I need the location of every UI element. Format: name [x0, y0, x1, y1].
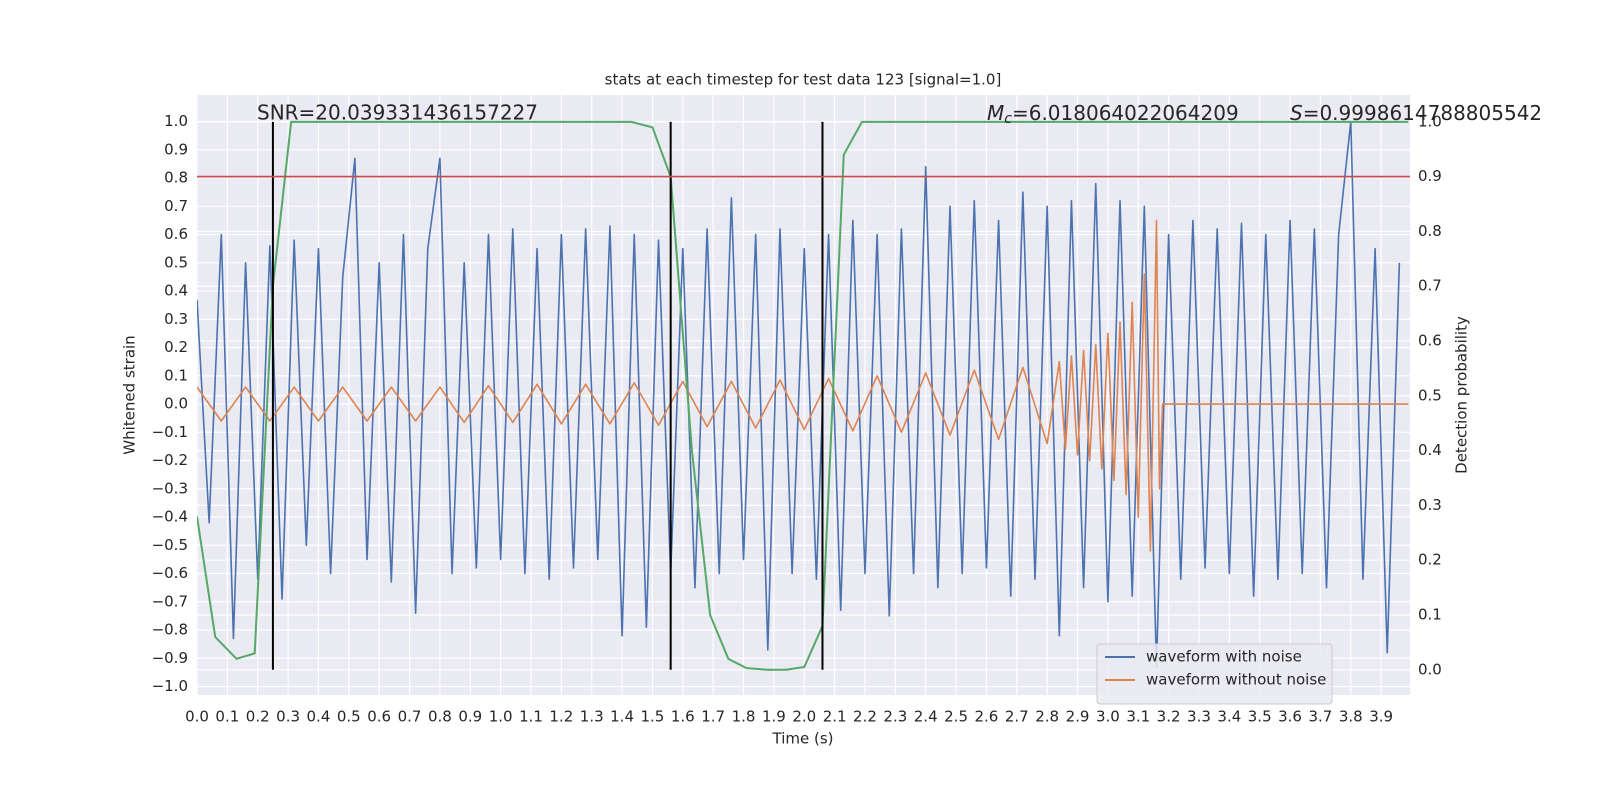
y-tick-label: 0.3 [164, 310, 188, 328]
x-tick-label: 2.5 [944, 708, 968, 726]
x-tick-label: 2.4 [914, 708, 938, 726]
y-tick-label: −0.8 [152, 621, 188, 639]
legend-box [1096, 643, 1333, 705]
y-tick-label: −0.7 [152, 592, 188, 610]
mc-subscript: c [1004, 111, 1012, 127]
y-tick-label: 0.7 [164, 197, 188, 215]
x-tick-label: 2.3 [883, 708, 907, 726]
x-tick-label: 3.2 [1157, 708, 1181, 726]
x-tick-label: 1.5 [641, 708, 665, 726]
y-tick-label: 0.2 [164, 338, 188, 356]
x-tick-label: 1.3 [580, 708, 604, 726]
chart-title: stats at each timestep for test data 123… [605, 71, 1002, 89]
x-tick-label: 2.7 [1005, 708, 1029, 726]
y-tick-label: −0.2 [152, 451, 188, 469]
y-tick-label: 0.8 [164, 169, 188, 187]
x-tick-label: 3.4 [1217, 708, 1241, 726]
y-tick-label: −0.6 [152, 564, 188, 582]
y-tick-label: 0.4 [164, 282, 188, 300]
y2-tick-label: 0.0 [1418, 660, 1442, 678]
y-tick-label: −0.3 [152, 479, 188, 497]
x-tick-label: 2.6 [975, 708, 999, 726]
x-tick-label: 2.2 [853, 708, 877, 726]
x-tick-label: 0.8 [428, 708, 452, 726]
y2-tick-label: 1.0 [1418, 112, 1442, 130]
x-tick-label: 1.0 [489, 708, 513, 726]
x-tick-label: 3.8 [1339, 708, 1363, 726]
s-annotation: S=0.9998614788805542 [1290, 101, 1542, 125]
x-tick-label: 0.5 [337, 708, 361, 726]
x-tick-label: 0.3 [276, 708, 300, 726]
series-line [197, 120, 1409, 671]
x-tick-label: 1.4 [610, 708, 634, 726]
x-tick-label: 2.8 [1035, 708, 1059, 726]
x-tick-label: 0.1 [215, 708, 239, 726]
plot-area [197, 95, 1410, 695]
y2-axis-label: Detection probability [1453, 316, 1471, 474]
x-tick-label: 2.0 [792, 708, 816, 726]
mc-value: =6.018064022064209 [1012, 101, 1239, 125]
x-tick-label: 3.5 [1248, 708, 1272, 726]
x-tick-label: 2.9 [1066, 708, 1090, 726]
y-tick-label: 0.1 [164, 366, 188, 384]
x-tick-label: 0.0 [185, 708, 209, 726]
y-tick-label: −0.1 [152, 423, 188, 441]
x-tick-label: 1.6 [671, 708, 695, 726]
legend-label: waveform with noise [1146, 648, 1302, 666]
y-tick-label: 1.0 [164, 112, 188, 130]
y-axis-label: Whitened strain [121, 335, 139, 454]
x-tick-label: 0.6 [367, 708, 391, 726]
series-line [197, 219, 1409, 552]
y-tick-label: −1.0 [152, 677, 188, 695]
x-tick-label: 0.9 [458, 708, 482, 726]
mc-symbol: M [987, 101, 1004, 125]
y2-tick-label: 0.8 [1418, 222, 1442, 240]
y2-tick-label: 0.1 [1418, 606, 1442, 624]
y-tick-label: 0.0 [164, 395, 188, 413]
x-tick-label: 0.4 [307, 708, 331, 726]
x-tick-label: 3.3 [1187, 708, 1211, 726]
x-tick-label: 1.1 [519, 708, 543, 726]
x-tick-label: 1.7 [701, 708, 725, 726]
x-tick-label: 1.2 [549, 708, 573, 726]
y-tick-label: −0.9 [152, 649, 188, 667]
y-tick-label: 0.5 [164, 253, 188, 271]
x-tick-label: 0.7 [398, 708, 422, 726]
mc-annotation: Mc=6.018064022064209 [987, 101, 1239, 128]
x-tick-label: 3.6 [1278, 708, 1302, 726]
x-axis-label: Time (s) [772, 730, 834, 748]
series-line [197, 120, 1401, 668]
x-tick-label: 3.9 [1369, 708, 1393, 726]
y-tick-label: 0.9 [164, 140, 188, 158]
x-tick-label: 1.8 [732, 708, 756, 726]
x-tick-label: 3.0 [1096, 708, 1120, 726]
x-tick-label: 0.2 [246, 708, 270, 726]
s-value: =0.9998614788805542 [1303, 101, 1542, 125]
y2-tick-label: 0.9 [1418, 167, 1442, 185]
legend-label: waveform without noise [1146, 671, 1326, 689]
y2-tick-label: 0.2 [1418, 551, 1442, 569]
y2-tick-label: 0.4 [1418, 441, 1442, 459]
y2-tick-label: 0.3 [1418, 496, 1442, 514]
y-tick-label: −0.5 [152, 536, 188, 554]
x-tick-label: 3.1 [1126, 708, 1150, 726]
x-tick-label: 1.9 [762, 708, 786, 726]
snr-annotation: SNR=20.039331436157227 [257, 101, 538, 125]
y-tick-label: −0.4 [152, 508, 188, 526]
y-tick-label: 0.6 [164, 225, 188, 243]
y2-tick-label: 0.7 [1418, 277, 1442, 295]
s-symbol: S [1290, 101, 1303, 125]
x-tick-label: 3.7 [1308, 708, 1332, 726]
y2-tick-label: 0.5 [1418, 386, 1442, 404]
x-tick-label: 2.1 [823, 708, 847, 726]
y2-tick-label: 0.6 [1418, 332, 1442, 350]
